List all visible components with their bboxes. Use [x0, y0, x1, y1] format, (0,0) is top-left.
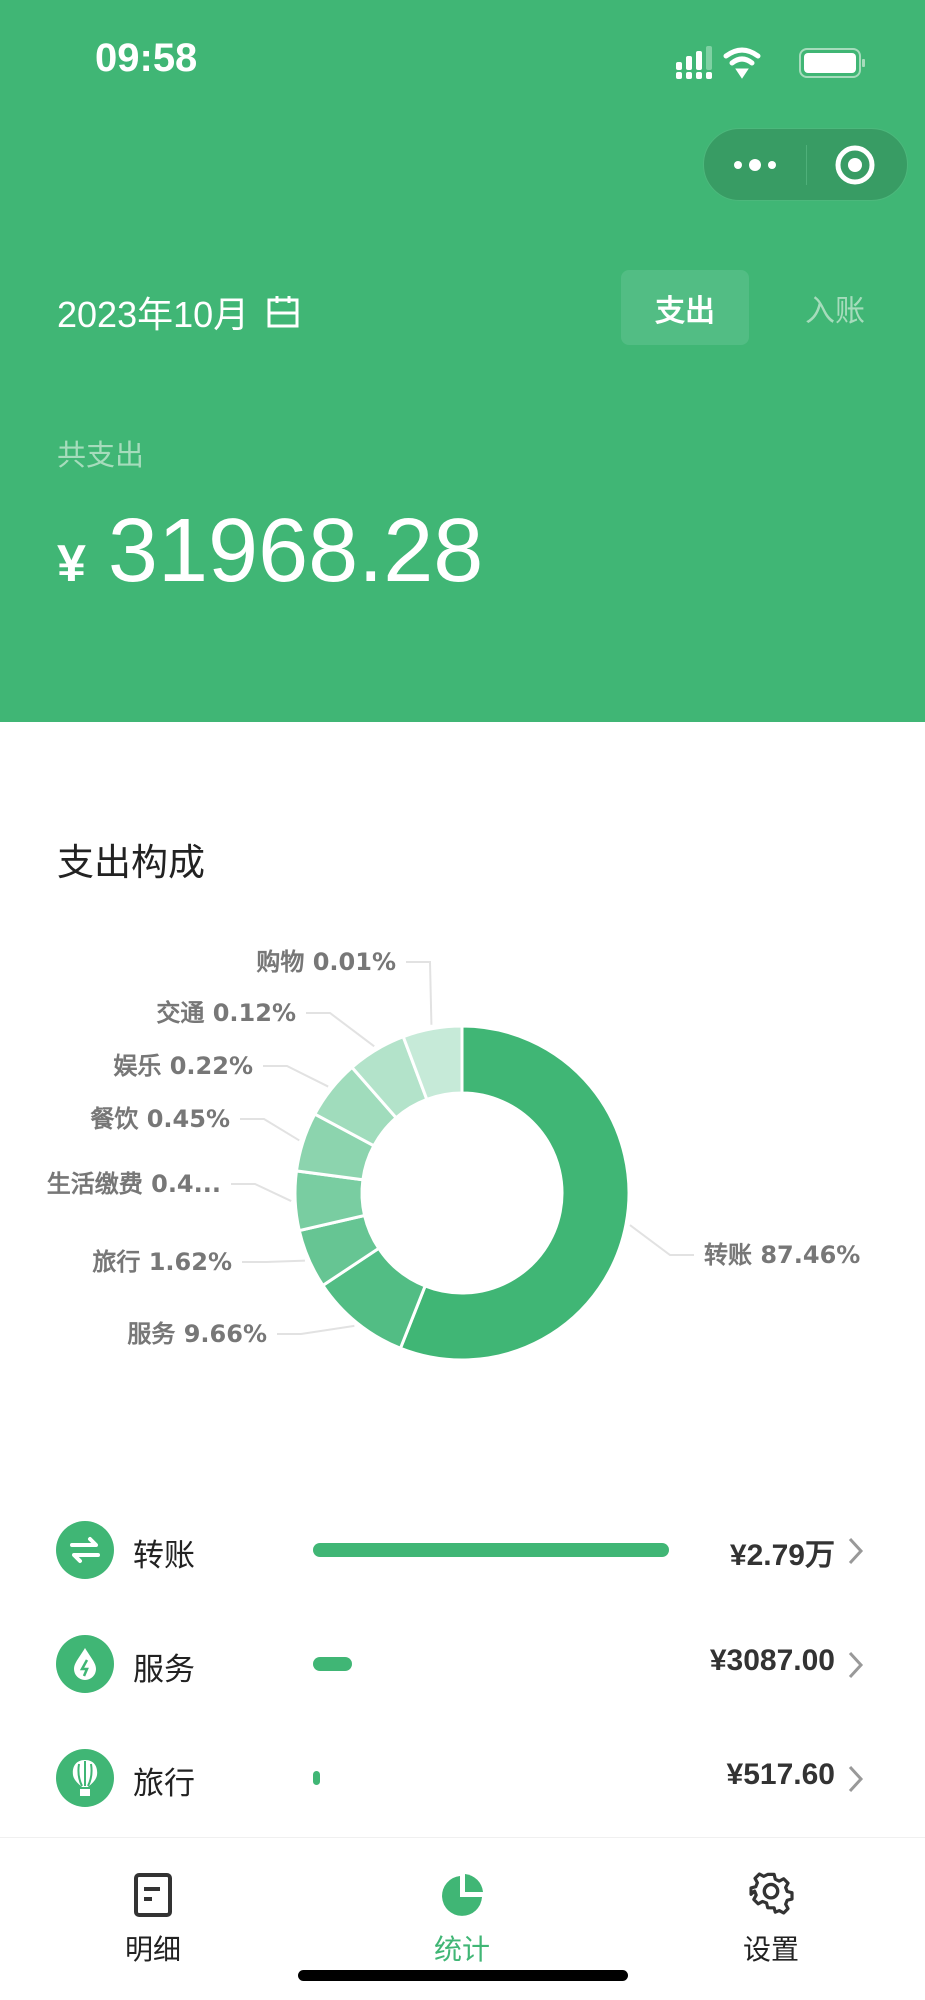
- slice-label: 娱乐 0.22%: [113, 1052, 253, 1080]
- home-indicator: [298, 1970, 628, 1981]
- donut-slice-7[interactable]: [401, 1024, 464, 1102]
- wifi-icon: [723, 47, 761, 79]
- category-share-bar: [313, 1543, 669, 1557]
- slice-label: 餐饮 0.45%: [90, 1105, 230, 1133]
- calendar-icon: [267, 296, 299, 328]
- slice-label: 旅行 1.62%: [92, 1248, 232, 1276]
- service-drop-icon: [56, 1635, 114, 1693]
- month-picker[interactable]: 2023年10月: [57, 286, 299, 338]
- total-label: 共支出: [57, 438, 145, 472]
- tab-settings[interactable]: 设置: [671, 1838, 871, 1968]
- tab-label: 明细: [124, 1933, 181, 1966]
- status-icons: [676, 46, 865, 79]
- category-name: 服务: [133, 1652, 195, 1688]
- slice-label: 购物 0.01%: [256, 948, 396, 976]
- tab-label: 统计: [433, 1933, 490, 1966]
- section-title: 支出构成: [57, 841, 205, 884]
- tab-label: 设置: [742, 1933, 799, 1966]
- donut-chart: 转账 87.46% 服务 9.66% 旅行 1.62% 生活缴费 0.4... 餐饮 0…: [47, 948, 860, 1362]
- transfer-icon: [56, 1521, 114, 1579]
- signal-icon: [676, 46, 712, 79]
- document-icon: [134, 1873, 172, 1917]
- battery-icon: [799, 48, 865, 78]
- category-row[interactable]: 服务 ¥3087.00: [0, 1614, 925, 1714]
- category-amount: ¥517.60: [726, 1758, 835, 1791]
- tab-stats[interactable]: 统计: [362, 1838, 562, 1968]
- donut-slice-0[interactable]: [398, 1024, 631, 1362]
- category-amount: ¥3087.00: [709, 1644, 835, 1677]
- leader-line: [406, 961, 433, 1025]
- chevron-right-icon: [848, 1765, 864, 1793]
- category-share-bar: [313, 1771, 320, 1785]
- slice-label: 转账 87.46%: [704, 1241, 860, 1269]
- currency-symbol: ¥: [57, 535, 86, 593]
- category-row[interactable]: 转账 ¥2.79万: [0, 1500, 925, 1600]
- gear-icon: [749, 1872, 794, 1915]
- category-amount: ¥2.79万: [729, 1539, 835, 1572]
- tab-detail[interactable]: 明细: [53, 1838, 253, 1968]
- slice-label: 交通 0.12%: [156, 999, 296, 1027]
- leader-line: [277, 1324, 355, 1335]
- close-target-icon[interactable]: [834, 144, 876, 186]
- slice-label: 服务 9.66%: [127, 1320, 267, 1348]
- month-label: 2023年10月: [57, 294, 250, 335]
- total-amount: ¥ 31968.28: [57, 500, 483, 603]
- slice-label: 生活缴费 0.4...: [47, 1170, 221, 1198]
- category-name: 旅行: [133, 1766, 195, 1802]
- balloon-icon: [56, 1749, 114, 1807]
- leader-line: [629, 1224, 694, 1256]
- leader-line: [242, 1259, 305, 1263]
- category-row[interactable]: 旅行 ¥517.60: [0, 1728, 925, 1828]
- pie-chart-icon: [442, 1874, 483, 1916]
- category-share-bar: [313, 1657, 353, 1671]
- tab-expense[interactable]: 支出: [621, 270, 749, 345]
- mini-program-capsule: [703, 128, 908, 201]
- leader-line: [306, 1012, 375, 1048]
- total-value: 31968.28: [107, 501, 484, 601]
- header: 09:58 2023年10月 支出 入账 共支出 ¥ 31968.28: [0, 0, 925, 722]
- capsule-divider: [806, 145, 807, 185]
- chevron-right-icon: [848, 1651, 864, 1679]
- leader-line: [231, 1183, 292, 1202]
- chevron-right-icon: [848, 1537, 864, 1565]
- category-name: 转账: [133, 1538, 195, 1574]
- leader-line: [263, 1065, 329, 1088]
- more-icon[interactable]: [732, 155, 778, 175]
- status-time: 09:58: [95, 36, 198, 80]
- leader-line: [240, 1118, 300, 1142]
- tab-income[interactable]: 入账: [805, 293, 865, 329]
